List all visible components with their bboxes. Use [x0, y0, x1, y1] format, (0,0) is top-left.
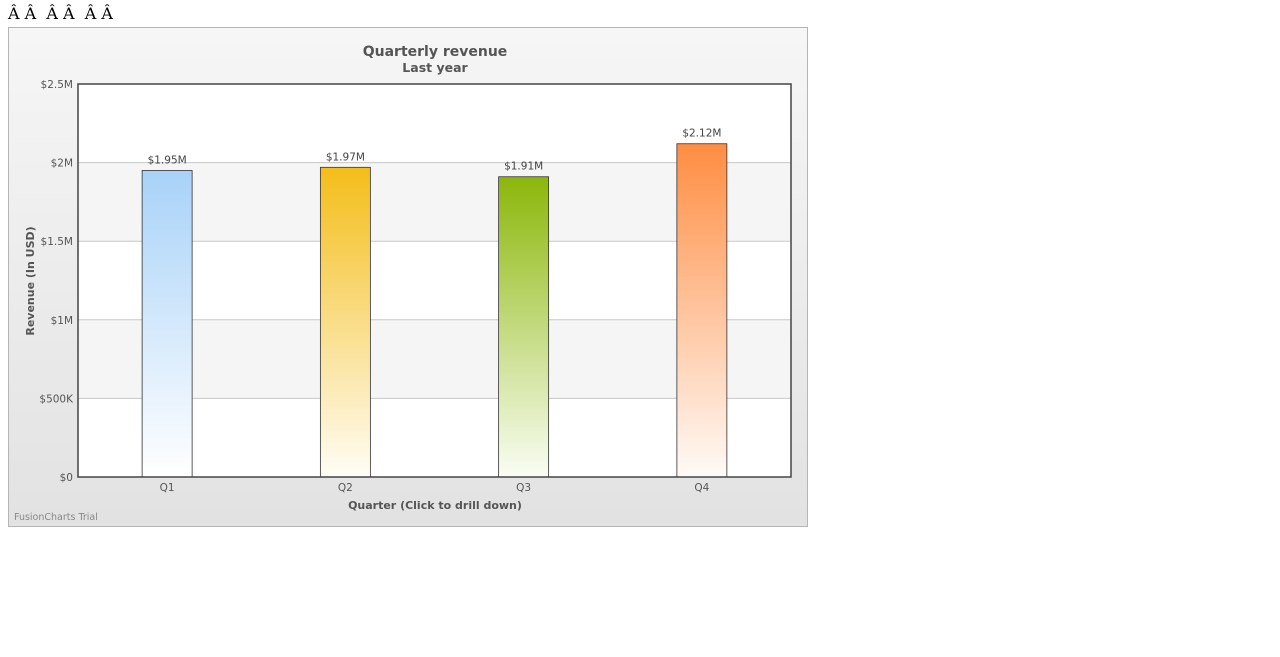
- chart-subtitle: Last year: [402, 60, 468, 75]
- data-label: $1.91M: [504, 161, 543, 173]
- x-tick-label: Q1: [160, 482, 175, 494]
- plot-border: [77, 83, 792, 478]
- grid-band: [78, 319, 791, 399]
- data-label: $1.97M: [326, 151, 365, 163]
- grid-band: [78, 162, 791, 242]
- y-tick-label: $1.5M: [41, 236, 73, 248]
- y-tick-label: $0: [60, 472, 73, 484]
- x-axis-label: Quarter (Click to drill down): [348, 499, 522, 512]
- bar-q2[interactable]: [319, 166, 371, 478]
- y-tick-label: $2M: [51, 158, 73, 170]
- data-label: $2.12M: [682, 128, 721, 140]
- grid-band: [78, 241, 791, 320]
- y-axis-label: Revenue (In USD): [24, 226, 37, 335]
- grid-band: [78, 398, 791, 477]
- bar-q4[interactable]: [676, 143, 728, 478]
- y-tick-label: $2.5M: [41, 79, 73, 91]
- bar-q1[interactable]: [141, 170, 193, 478]
- grid-band: [78, 84, 791, 163]
- chart-container: Quarterly revenue Last year $0 $500K $1M $1…: [8, 27, 808, 527]
- bar-q3[interactable]: [498, 176, 550, 478]
- x-tick-label: Q3: [516, 482, 531, 494]
- data-label: $1.95M: [148, 154, 187, 166]
- chart-title: Quarterly revenue: [363, 44, 508, 60]
- x-tick-label: Q2: [338, 482, 353, 494]
- x-tick-label: Q4: [694, 482, 709, 494]
- plot-area: $0 $500K $1M $1.5M $2M $2.5M $1.95M Q1 $1.97M Q2 $…: [39, 79, 792, 494]
- y-tick-label: $1M: [51, 315, 73, 327]
- watermark-label: FusionCharts Trial: [14, 512, 98, 523]
- revenue-bar-chart: Quarterly revenue Last year $0 $500K $1M $1…: [14, 44, 792, 523]
- encoding-artifact-text: Â Â Â Â Â Â: [8, 4, 113, 23]
- y-tick-label: $500K: [39, 393, 74, 405]
